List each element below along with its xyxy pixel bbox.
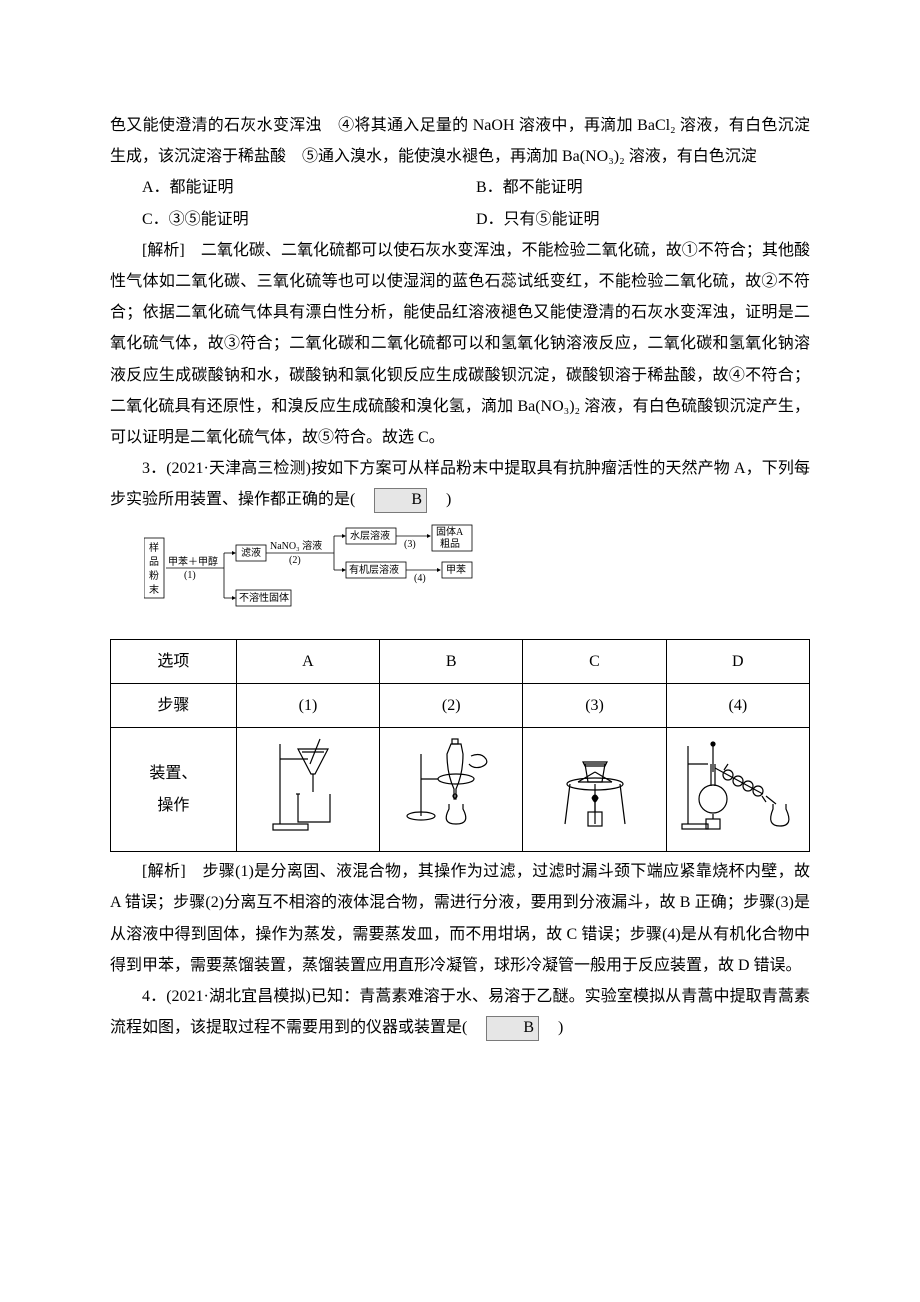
q2-options-row2: C．③⑤能证明 D．只有⑤能证明 [110,204,810,235]
q4-stem-b: ) [542,1019,563,1036]
q3-explanation: [解析] 步骤(1)是分离固、液混合物，其操作为过滤，过滤时漏斗颈下端应紧靠烧杯… [110,856,810,981]
distillation-apparatus [666,728,809,852]
table-step-1: (1) [236,683,379,727]
q4-stem: 4．(2021·湖北宜昌模拟)已知：青蒿素难溶于水、易溶于乙醚。实验室模拟从青蒿… [110,981,810,1043]
svg-text:甲苯＋甲醇: 甲苯＋甲醇 [168,555,218,568]
crucible-icon [550,734,640,845]
q3-number: 3． [142,460,166,477]
distillation-icon [678,734,798,845]
svg-text:品: 品 [149,556,159,568]
apparatus-table: 选项 A B C D 步骤 (1) (2) (3) (4) 装置、 操作 [110,639,810,853]
intro-trail-text: 色又能使澄清的石灰水变浑浊 ④将其通入足量的 NaOH 溶液中，再滴加 BaCl… [110,110,810,172]
table-col-d: D [666,639,809,683]
q2-explanation: [解析] 二氧化碳、二氧化硫都可以使石灰水变浑浊，不能检验二氧化硫，故①不符合；… [110,235,810,453]
table-header-step: 步骤 [111,683,237,727]
table-col-a: A [236,639,379,683]
filtration-icon [268,734,348,845]
q2-option-c: C．③⑤能证明 [110,204,476,235]
table-row: 步骤 (1) (2) (3) (4) [111,683,810,727]
svg-text:(2): (2) [289,555,301,566]
svg-text:粗品: 粗品 [440,538,460,550]
svg-text:水层溶液: 水层溶液 [350,529,390,542]
q4-source: (2021·湖北宜昌模拟) [166,988,311,1005]
table-row: 装置、 操作 [111,728,810,852]
q2-explain-label: [解析] [142,242,201,259]
svg-text:末: 末 [149,583,159,596]
flow-diagram-svg: 样 品 粉 末 甲苯＋甲醇 (1) 滤液 不溶性固体 [144,523,524,613]
table-header-option: 选项 [111,639,237,683]
svg-text:粉: 粉 [149,569,159,582]
svg-text:甲苯: 甲苯 [446,563,466,576]
q2-options-row1: A．都能证明 B．都不能证明 [110,172,810,203]
svg-text:滤液: 滤液 [241,546,261,559]
q4-answer-frame: B [486,1016,539,1040]
q2-option-a: A．都能证明 [110,172,476,203]
table-step-3: (3) [523,683,666,727]
separating-funnel-apparatus [380,728,523,852]
svg-text:(4): (4) [414,573,426,584]
q2-option-b: B．都不能证明 [476,172,810,203]
svg-text:(1): (1) [184,570,196,581]
flow-diagram: 样 品 粉 末 甲苯＋甲醇 (1) 滤液 不溶性固体 [144,523,810,624]
table-header-app: 装置、 操作 [111,728,237,852]
svg-text:(3): (3) [404,539,416,550]
table-col-b: B [380,639,523,683]
table-col-c: C [523,639,666,683]
page: 色又能使澄清的石灰水变浑浊 ④将其通入足量的 NaOH 溶液中，再滴加 BaCl… [0,0,920,1302]
separating-funnel-icon [401,734,501,845]
crucible-heating-apparatus [523,728,666,852]
q3-answer-frame: B [374,488,427,512]
table-step-2: (2) [380,683,523,727]
svg-text:不溶性固体: 不溶性固体 [239,591,289,604]
svg-text:样: 样 [149,541,159,554]
q2-explain-text: 二氧化碳、二氧化硫都可以使石灰水变浑浊，不能检验二氧化硫，故①不符合；其他酸性气… [110,242,810,446]
table-step-4: (4) [666,683,809,727]
svg-text:NaNO₃ 溶液: NaNO₃ 溶液 [270,539,322,552]
q3-source: (2021·天津高三检测) [166,460,311,477]
q2-option-d: D．只有⑤能证明 [476,204,810,235]
filtration-apparatus [236,728,379,852]
q3-stem-b: ) [430,491,451,508]
q3-explain-text: 步骤(1)是分离固、液混合物，其操作为过滤，过滤时漏斗颈下端应紧靠烧杯内壁，故 … [110,863,810,974]
svg-text:有机层溶液: 有机层溶液 [349,563,399,576]
table-row: 选项 A B C D [111,639,810,683]
svg-text:固体A: 固体A [436,526,464,538]
q4-number: 4． [142,988,166,1005]
q3-explain-label: [解析] [142,863,202,880]
q3-stem: 3．(2021·天津高三检测)按如下方案可从样品粉末中提取具有抗肿瘤活性的天然产… [110,453,810,515]
